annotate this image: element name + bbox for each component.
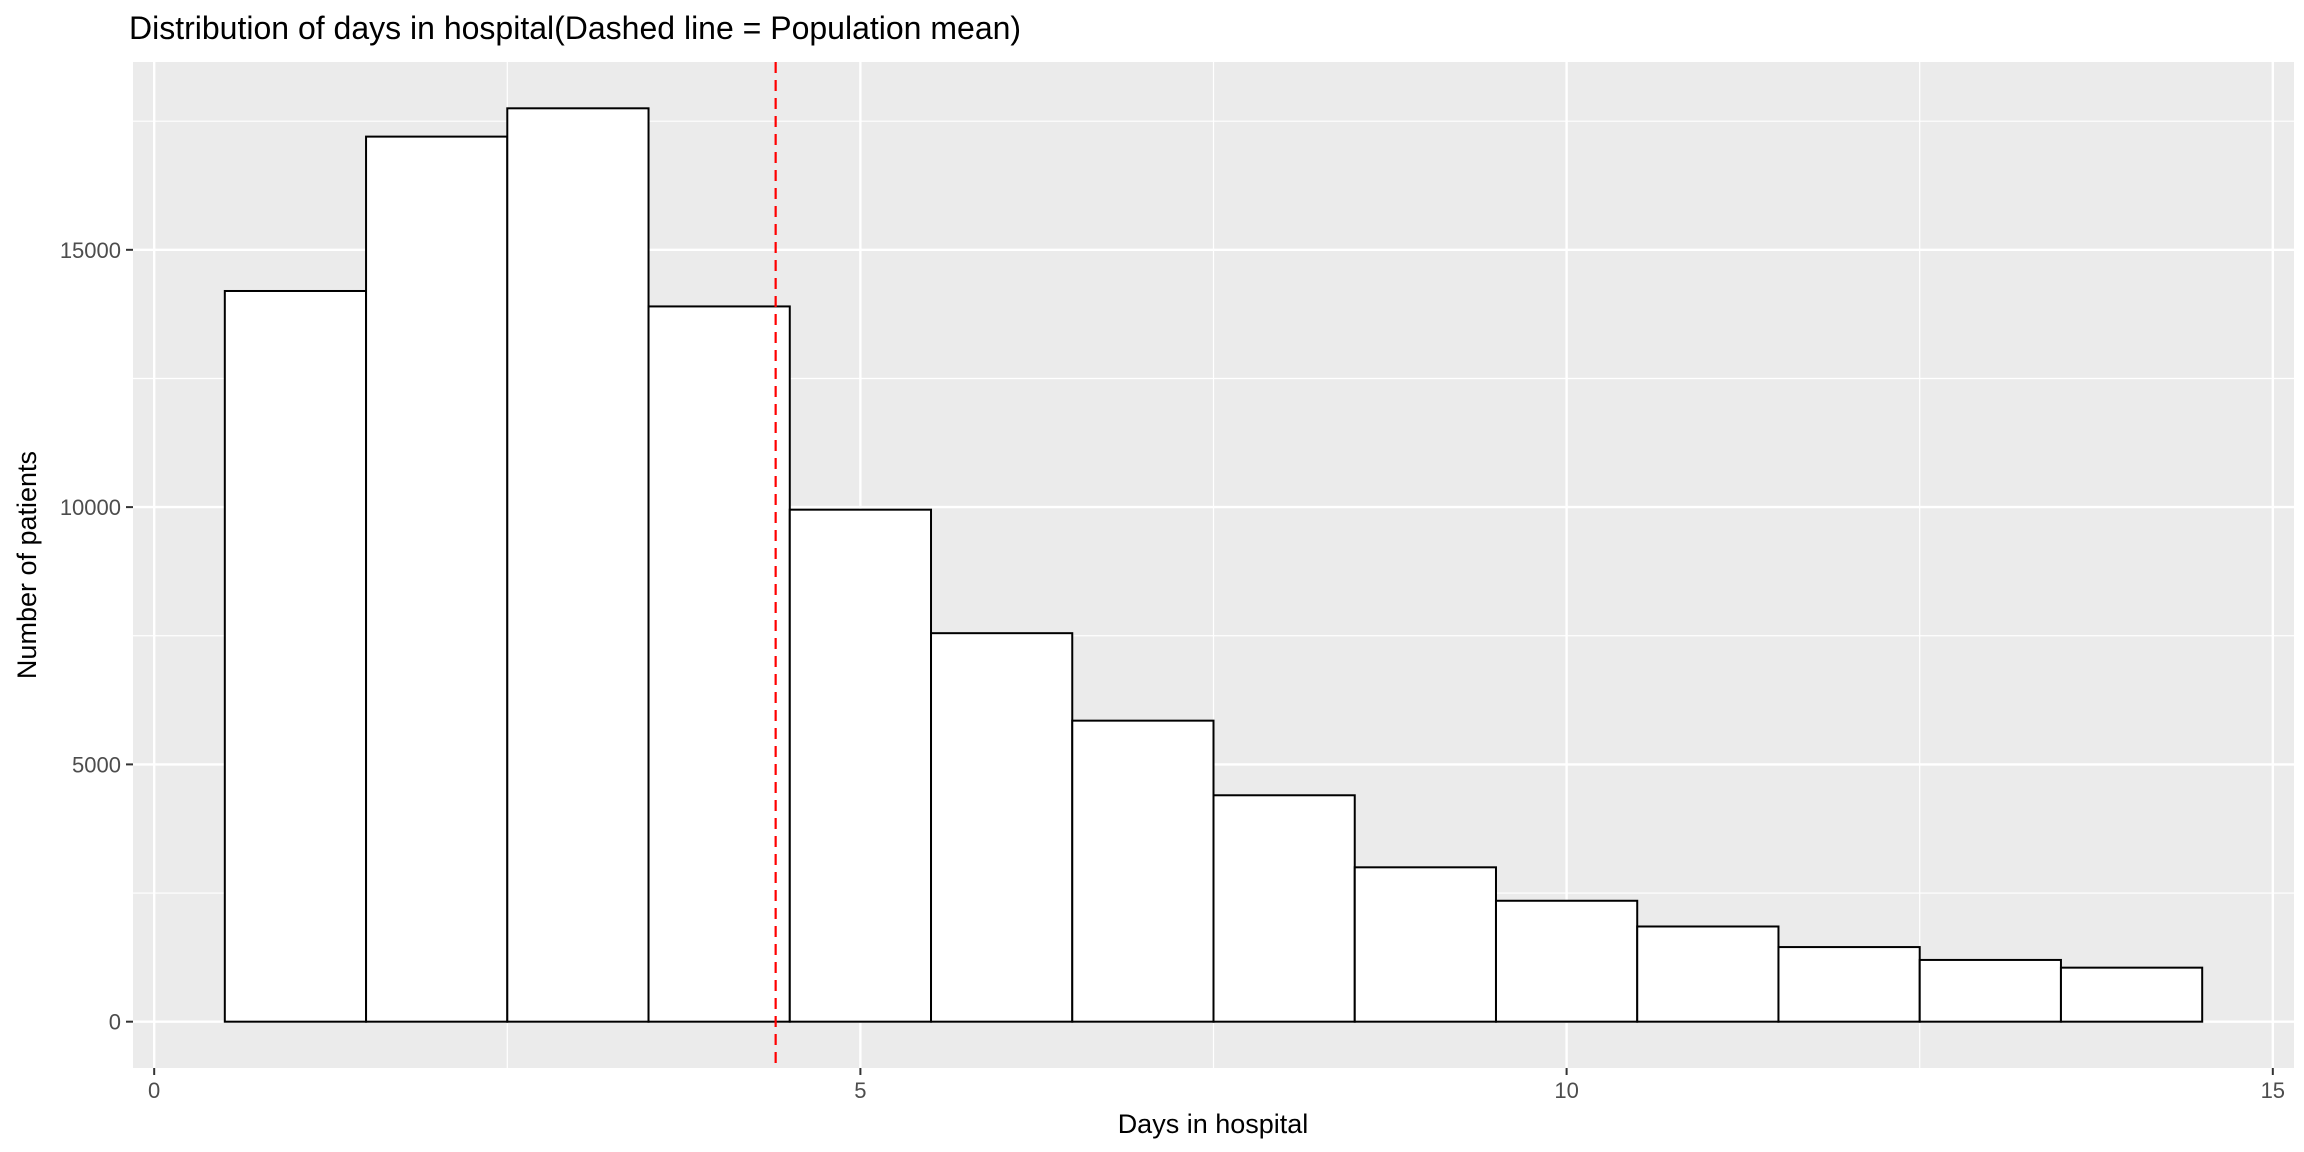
histogram-bar bbox=[647, 305, 791, 1023]
histogram-bar bbox=[930, 632, 1074, 1023]
x-tick-label: 0 bbox=[148, 1078, 160, 1103]
x-tick-label: 10 bbox=[1554, 1078, 1578, 1103]
x-tick-label: 5 bbox=[854, 1078, 866, 1103]
histogram-bar bbox=[788, 508, 933, 1023]
y-tick-label: 5000 bbox=[72, 752, 121, 777]
histogram-bar bbox=[365, 135, 509, 1023]
histogram-bar bbox=[1918, 958, 2062, 1023]
histogram-bar bbox=[1777, 946, 1921, 1023]
x-axis-title: Days in hospital bbox=[1118, 1109, 1309, 1139]
histogram-bars bbox=[223, 107, 2204, 1023]
y-axis: 0 5000 10000 15000 bbox=[60, 238, 133, 1035]
histogram-bar bbox=[1353, 866, 1497, 1023]
y-tick-label: 10000 bbox=[60, 495, 121, 520]
x-tick-label: 15 bbox=[2261, 1078, 2285, 1103]
histogram-bar bbox=[2059, 966, 2204, 1023]
histogram-bar bbox=[223, 289, 368, 1023]
x-axis: 0 5 10 15 bbox=[148, 1068, 2285, 1103]
y-tick-label: 15000 bbox=[60, 238, 121, 263]
histogram-bar bbox=[1212, 794, 1356, 1023]
histogram-bar bbox=[506, 107, 650, 1023]
y-axis-title: Number of patients bbox=[12, 451, 42, 679]
y-tick-label: 0 bbox=[109, 1010, 121, 1035]
histogram-bar bbox=[1494, 899, 1639, 1023]
histogram-bar bbox=[1071, 719, 1215, 1023]
chart-title: Distribution of days in hospital(Dashed … bbox=[129, 10, 1021, 46]
histogram-bar bbox=[1636, 925, 1780, 1023]
